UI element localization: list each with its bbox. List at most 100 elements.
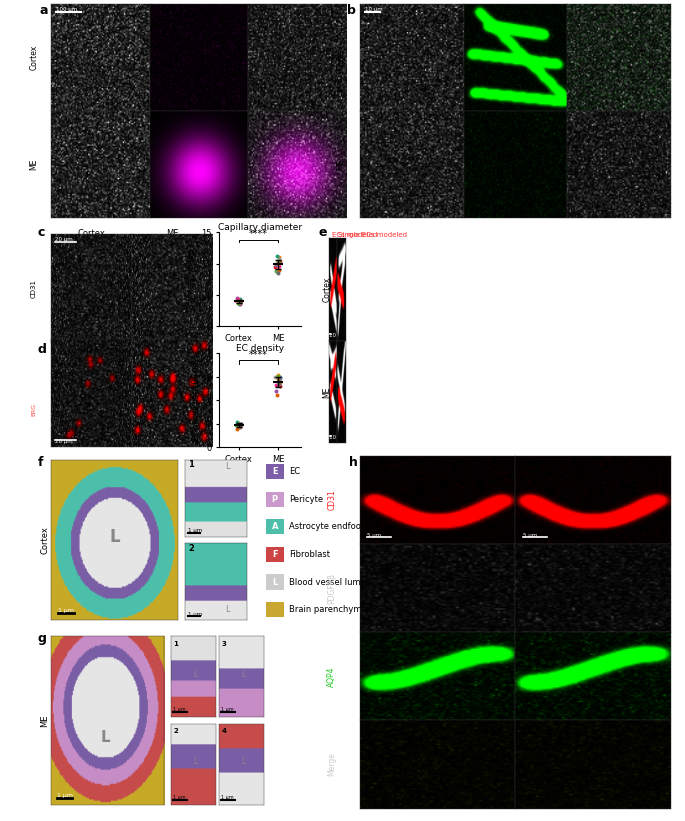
Point — [270, 259, 281, 272]
Text: CD31: CD31 — [32, 363, 36, 380]
Text: 1 μm: 1 μm — [221, 707, 234, 713]
Bar — [266, 492, 284, 507]
Text: d: d — [38, 343, 47, 355]
Title: EC density: EC density — [236, 344, 284, 353]
Text: L: L — [193, 670, 198, 679]
Point — [235, 419, 246, 432]
Point — [273, 267, 284, 280]
Point — [271, 250, 282, 263]
Point — [235, 298, 246, 311]
Text: ME: ME — [323, 387, 332, 397]
Text: f: f — [38, 456, 43, 469]
Text: Cortex: Cortex — [336, 45, 345, 70]
Text: Astrocyte endfoot: Astrocyte endfoot — [289, 522, 364, 531]
Point — [271, 384, 282, 397]
Point — [233, 292, 244, 305]
Text: 1 μm: 1 μm — [221, 795, 234, 800]
Point — [275, 254, 286, 267]
Text: L: L — [225, 462, 229, 471]
Point — [270, 260, 281, 273]
Text: CD31: CD31 — [90, 7, 111, 16]
Text: L: L — [225, 605, 229, 614]
Text: Fibroblast: Fibroblast — [289, 550, 330, 559]
Point — [271, 264, 282, 277]
Text: g: g — [38, 632, 47, 645]
Point — [234, 296, 245, 309]
Point — [232, 293, 242, 306]
Point — [236, 417, 247, 430]
Text: 1 μm: 1 μm — [58, 608, 74, 613]
Text: ME: ME — [40, 714, 49, 727]
Text: Cortex: Cortex — [40, 526, 49, 553]
Text: ECs modeled: ECs modeled — [332, 232, 377, 238]
Point — [271, 257, 282, 270]
Point — [275, 376, 286, 389]
Point — [275, 380, 286, 393]
Point — [273, 252, 284, 265]
Text: 1 μm: 1 μm — [57, 793, 73, 798]
Text: Cortex: Cortex — [77, 229, 105, 238]
Point — [270, 370, 281, 383]
Point — [232, 417, 243, 430]
Point — [232, 291, 242, 305]
Text: Merge: Merge — [285, 7, 309, 16]
Y-axis label: EC nuclei per 100 μm: EC nuclei per 100 μm — [192, 360, 201, 442]
Point — [234, 297, 245, 310]
Text: CD31: CD31 — [329, 232, 351, 238]
Point — [233, 421, 244, 434]
Point — [235, 296, 246, 310]
Point — [234, 419, 245, 432]
Text: e: e — [319, 226, 327, 239]
Text: Cortex: Cortex — [323, 277, 332, 302]
Text: Cortex: Cortex — [29, 45, 38, 70]
Point — [274, 251, 285, 264]
Point — [233, 296, 244, 309]
Text: CD31: CD31 — [327, 489, 336, 510]
Text: Single ECs modeled: Single ECs modeled — [338, 232, 407, 238]
Text: MFSD2A: MFSD2A — [500, 7, 531, 16]
Point — [274, 370, 285, 383]
Point — [274, 374, 285, 387]
Point — [273, 256, 284, 269]
Point — [236, 295, 247, 308]
Text: EC: EC — [289, 467, 301, 476]
Text: Merge: Merge — [608, 7, 632, 16]
Text: 10 μm: 10 μm — [365, 7, 382, 12]
Text: 100 μm: 100 μm — [56, 7, 77, 12]
Text: P: P — [272, 495, 278, 504]
Point — [273, 368, 284, 381]
Text: Brain parenchyma: Brain parenchyma — [289, 605, 367, 614]
Point — [234, 420, 245, 433]
Point — [234, 421, 245, 434]
Text: 10 μm: 10 μm — [329, 333, 347, 337]
Text: Pericyte: Pericyte — [289, 495, 323, 504]
Point — [232, 422, 242, 435]
Text: L: L — [110, 528, 120, 546]
Point — [235, 294, 246, 307]
Point — [271, 388, 282, 401]
Text: 1: 1 — [188, 461, 194, 470]
Text: A: A — [271, 522, 278, 531]
Text: L: L — [272, 577, 277, 586]
Point — [274, 256, 285, 269]
Point — [274, 375, 285, 388]
Point — [273, 264, 284, 277]
Point — [235, 420, 246, 433]
Text: a: a — [39, 4, 47, 17]
Point — [233, 416, 244, 429]
Y-axis label: Diameter in μm: Diameter in μm — [186, 250, 195, 310]
Title: Capillary diameter: Capillary diameter — [219, 222, 302, 232]
Text: 1 μm: 1 μm — [188, 612, 202, 617]
Text: ****: **** — [249, 229, 268, 239]
Text: ****: **** — [249, 350, 268, 360]
Point — [234, 295, 245, 308]
Text: L: L — [242, 757, 246, 766]
Text: E: E — [272, 467, 277, 476]
Text: 2: 2 — [173, 728, 178, 735]
Text: h: h — [349, 456, 358, 469]
Text: c: c — [38, 226, 45, 239]
Text: 2: 2 — [188, 544, 194, 553]
Point — [275, 372, 286, 385]
Bar — [266, 519, 284, 534]
Point — [273, 369, 284, 383]
